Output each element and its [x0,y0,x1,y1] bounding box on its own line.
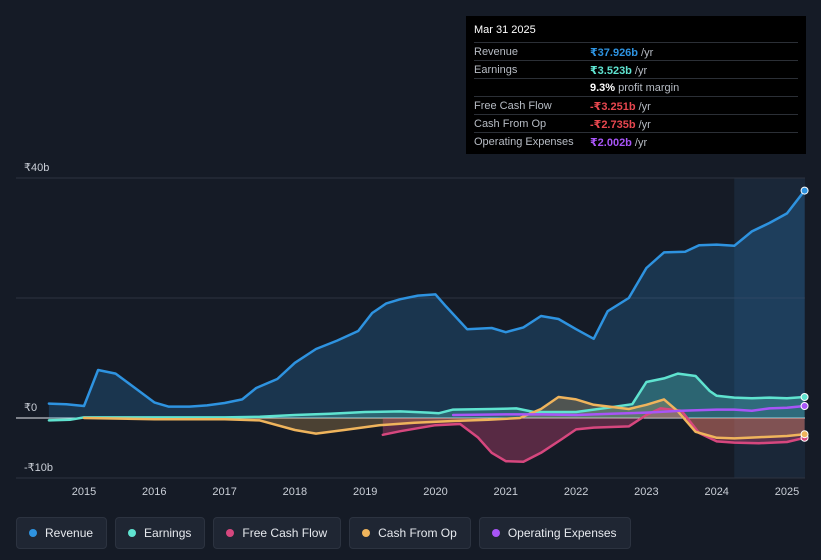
financial-line-chart: ₹40b ₹0 -₹10b 2015 2016 2017 2018 2019 2020 2021… [16,162,809,498]
revenue-area [48,190,805,418]
tooltip-row: Free Cash Flow -₹3.251b/yr [474,96,798,114]
tooltip-unit: /yr [638,118,651,131]
x-tick-label: 2021 [494,486,518,498]
tooltip-value: ₹2.002b [590,136,632,149]
x-tick-label: 2016 [142,486,166,498]
revenue-line [47,189,806,408]
chart-legend: Revenue Earnings Free Cash Flow Cash From O… [16,517,631,549]
legend-dot-icon [362,529,371,537]
legend-label: Operating Expenses [507,526,617,540]
tooltip-label: Earnings [474,64,518,76]
x-tick-label: 2019 [353,486,377,498]
tooltip-value: ₹3.523b [590,64,632,77]
tooltip-unit: /yr [634,64,648,77]
data-tooltip: Mar 31 2025 Revenue ₹37.926b/yr Earnings ₹3… [466,16,806,154]
tooltip-date: Mar 31 2025 [474,24,536,36]
legend-label: Revenue [45,526,94,540]
tooltip-value: 9.3% [590,82,616,94]
tooltip-label: Operating Expenses [474,136,574,148]
legend-dot-icon [29,529,37,537]
y-tick-label: ₹40b [24,162,49,174]
x-tick-label: 2018 [283,486,307,498]
tooltip-value: -₹3.251b [590,100,636,113]
legend-dot-icon [226,529,235,537]
earnings-area [48,373,805,421]
x-tick-label: 2024 [704,486,728,498]
y-tick-label: -₹10b [24,462,53,474]
tooltip-row: Earnings ₹3.523b/yr [474,60,798,78]
tooltip-unit: /yr [641,46,654,59]
free-cash-flow-line [381,407,806,464]
tooltip-unit: profit margin [618,82,680,94]
legend-dot-icon [128,529,137,537]
tooltip-row: Revenue ₹37.926b/yr [474,42,798,60]
tooltip-unit: /yr [638,100,651,113]
x-tick-label: 2022 [564,486,588,498]
legend-label: Free Cash Flow [242,526,328,540]
tooltip-row: Operating Expenses ₹2.002b/yr [474,132,798,150]
tooltip-value: ₹37.926b [590,46,639,59]
operating-expenses-endpoint [800,402,809,410]
earnings-endpoint [800,393,809,401]
tooltip-unit: /yr [634,136,648,149]
highlight-region [734,178,805,478]
legend-item-earnings[interactable]: Earnings [115,517,206,549]
tooltip-label: Cash From Op [474,118,547,130]
legend-label: Cash From Op [378,526,457,540]
legend-dot-icon [491,529,500,537]
earnings-line [47,372,806,422]
legend-item-revenue[interactable]: Revenue [16,517,108,549]
tooltip-row: 9.3% profit margin [474,78,798,96]
legend-label: Earnings [144,526,192,540]
legend-item-operating-expenses[interactable]: Operating Expenses [478,517,631,549]
cash-from-op-area [84,397,805,439]
tooltip-row: Cash From Op -₹2.735b/yr [474,114,798,132]
cash-from-op-endpoint [800,430,809,439]
x-tick-label: 2015 [72,486,96,498]
cash-from-op-line [82,395,806,440]
y-tick-label: ₹0 [24,402,37,414]
legend-item-cash-from-op[interactable]: Cash From Op [349,517,471,549]
x-tick-label: 2023 [634,486,658,498]
revenue-endpoint [800,186,809,195]
legend-item-free-cash-flow[interactable]: Free Cash Flow [213,517,342,549]
tooltip-value: -₹2.735b [590,118,636,131]
x-tick-label: 2020 [423,486,447,498]
x-tick-label: 2025 [775,486,799,498]
tooltip-label: Free Cash Flow [474,100,552,112]
x-tick-label: 2017 [212,486,236,498]
tooltip-label: Revenue [474,46,519,58]
operating-expenses-line [451,404,806,417]
